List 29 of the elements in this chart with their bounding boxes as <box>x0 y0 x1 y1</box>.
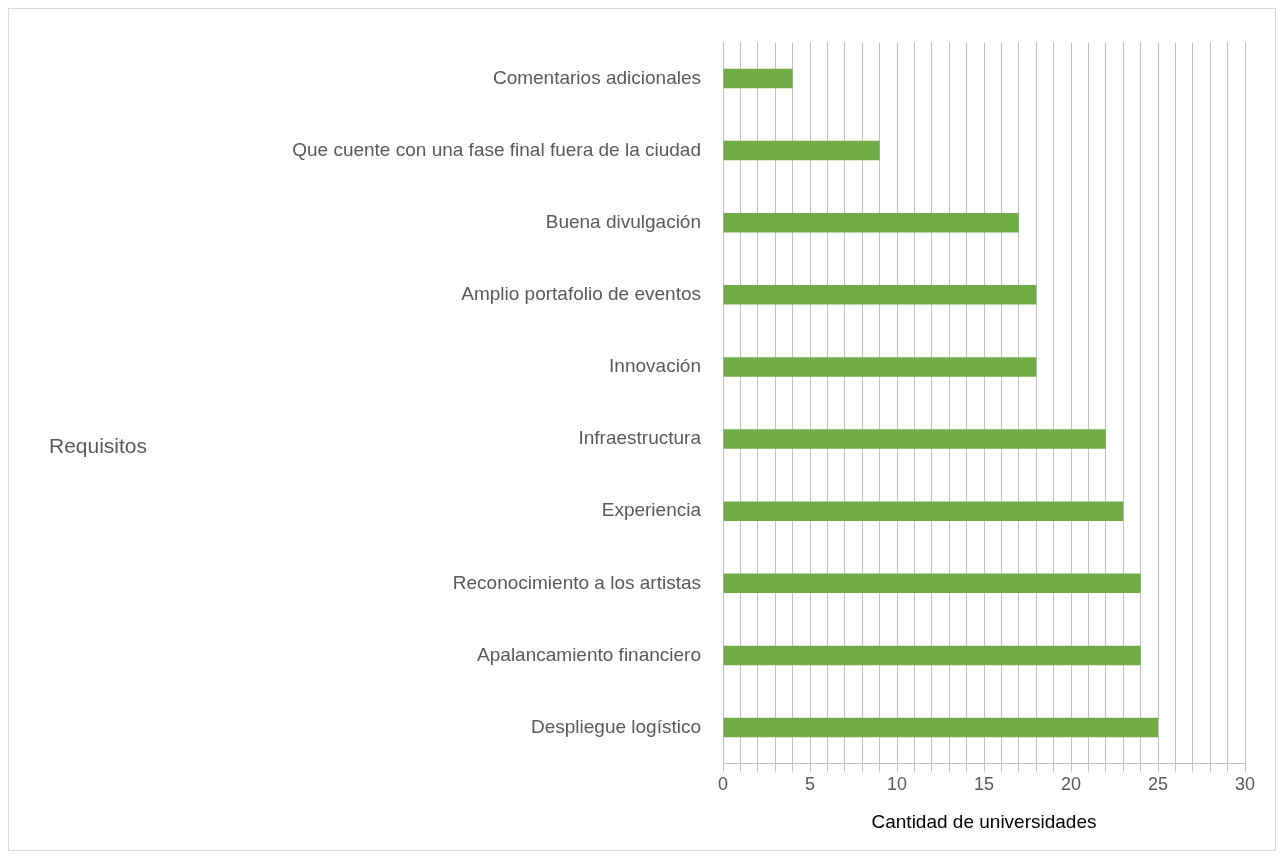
y-tick-label: Buena divulgación <box>545 210 701 232</box>
bar <box>723 573 1141 594</box>
bar <box>723 645 1141 666</box>
y-tick-label: Que cuente con una fase final fuera de la ciudad <box>292 138 701 160</box>
x-tick-label: 25 <box>1147 774 1169 795</box>
bar <box>723 285 1037 305</box>
y-tick-label: Despliegue logístico <box>530 715 701 737</box>
x-axis-title: Cantidad de universidades <box>871 810 1097 832</box>
bar <box>723 429 1106 449</box>
x-tick-label: 15 <box>973 774 995 795</box>
x-tick-label: 10 <box>886 774 908 795</box>
bar <box>723 212 1019 233</box>
x-tick-label: 20 <box>1060 774 1082 795</box>
y-tick-label: Apalancamiento financiero <box>477 643 701 665</box>
x-tick-label: 5 <box>804 774 816 795</box>
bar <box>723 140 880 161</box>
text: Requisitos <box>49 434 148 458</box>
x-tick-label: 30 <box>1234 774 1256 795</box>
y-tick-label: Comentarios adicionales <box>492 66 701 88</box>
bar <box>723 717 1158 738</box>
y-tick-label: Reconocimiento a los artistas <box>452 571 701 593</box>
y-tick-label: Infraestructura <box>578 427 702 449</box>
y-tick-label: Innovación <box>609 355 701 377</box>
bar <box>723 501 1124 521</box>
y-tick-label: Amplio portafolio de eventos <box>461 283 701 305</box>
bar <box>723 68 793 89</box>
y-tick-label: Experiencia <box>601 499 702 521</box>
bar <box>723 357 1037 377</box>
x-tick-label: 0 <box>717 774 729 795</box>
